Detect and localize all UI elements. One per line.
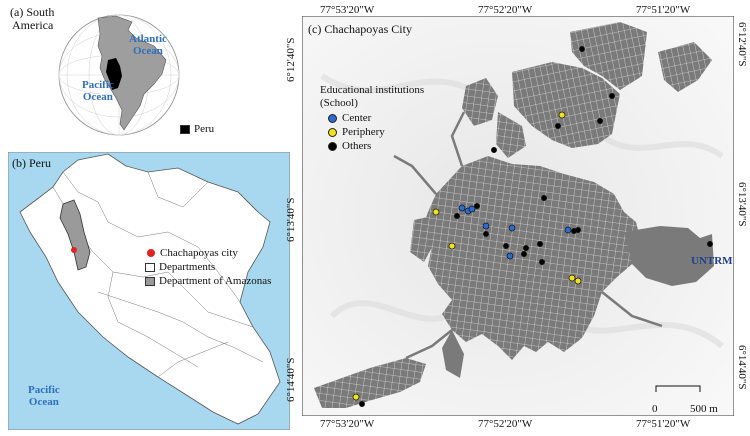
- panel-a-label-line2: America: [12, 18, 54, 32]
- coord-left-3: 6°14'40"S: [285, 357, 297, 403]
- legend-departments: Departments: [145, 260, 271, 274]
- coord-top-3: 77°51'20"W: [636, 4, 691, 16]
- coord-right-1: 6°12'40"S: [736, 22, 748, 67]
- untrm-label: UNTRM: [691, 255, 733, 267]
- coord-bottom-2: 77°52'20"W: [478, 418, 533, 430]
- school-point: [523, 245, 529, 251]
- school-point: [448, 242, 456, 250]
- atlantic-ocean-label: Atlantic Ocean: [129, 33, 167, 57]
- legend-center-label: Center: [342, 112, 372, 124]
- peru-shape: [106, 58, 122, 90]
- coord-left-1: 6°12'40"S: [285, 37, 297, 83]
- coord-top-2: 77°52'20"W: [478, 4, 533, 16]
- scale-start-label: 0: [652, 403, 658, 415]
- legend-departments-label: Departments: [159, 261, 216, 273]
- globe-map: [58, 14, 180, 136]
- coord-right-3: 6°14'40"S: [736, 345, 748, 390]
- school-point: [506, 252, 514, 260]
- school-point: [539, 259, 545, 265]
- panel-a-label: (a) South America: [10, 6, 54, 32]
- peru-swatch: [180, 124, 190, 134]
- school-point: [609, 93, 615, 99]
- pacific-b-line2: Ocean: [28, 396, 59, 408]
- school-point: [359, 401, 365, 407]
- school-point: [491, 147, 497, 153]
- school-point: [579, 46, 585, 52]
- pacific-ocean-label-b: Pacific Ocean: [28, 384, 60, 408]
- school-point: [575, 227, 581, 233]
- atlantic-line2: Ocean: [132, 45, 163, 57]
- pacific-a-line1: Pacific: [82, 79, 114, 91]
- school-points: [352, 46, 713, 407]
- pacific-ocean-label-a: Pacific Ocean: [82, 79, 114, 103]
- coord-left-2: 6°13'40"S: [285, 197, 297, 243]
- periphery-dot: [328, 127, 337, 137]
- school-point: [482, 222, 490, 230]
- pacific-b-line1: Pacific: [28, 384, 60, 396]
- school-point: [458, 204, 466, 212]
- panel-b-label: (b) Peru: [12, 156, 51, 170]
- legend-others: Others: [320, 139, 424, 153]
- coord-bottom-3: 77°51'20"W: [636, 418, 691, 430]
- scale-end-label: 500 m: [690, 403, 718, 415]
- legend-title-line1: Educational institutions: [320, 84, 425, 96]
- amazonas-swatch: [145, 276, 155, 286]
- school-point: [707, 241, 713, 247]
- school-point: [597, 118, 603, 124]
- atlantic-line1: Atlantic: [129, 33, 167, 45]
- school-point: [454, 213, 460, 219]
- coord-bottom-1: 77°53'20"W: [320, 418, 375, 430]
- legend-center: Center: [320, 111, 424, 125]
- scale-bar: [655, 385, 701, 392]
- others-dot: [328, 141, 337, 151]
- school-point: [508, 224, 516, 232]
- panel-c-legend: Educational institutions (School) Center…: [320, 84, 424, 153]
- legend-city: Chachapoyas city: [145, 246, 271, 260]
- legend-periphery-label: Periphery: [342, 126, 385, 138]
- school-point: [432, 208, 440, 216]
- legend-amazonas: Department of Amazonas: [145, 274, 271, 288]
- legend-others-label: Others: [342, 140, 372, 152]
- legend-title-line2: (School): [320, 97, 358, 109]
- peru-map: [8, 152, 290, 430]
- school-point: [352, 393, 360, 401]
- school-point: [568, 274, 576, 282]
- legend-title: Educational institutions (School): [320, 84, 424, 110]
- legend-amazonas-label: Department of Amazonas: [159, 275, 272, 287]
- pacific-a-line2: Ocean: [82, 91, 113, 103]
- school-point: [521, 251, 527, 257]
- center-dot: [328, 113, 337, 123]
- school-point: [541, 195, 547, 201]
- school-point: [468, 205, 476, 213]
- school-point: [537, 241, 543, 247]
- panel-c-label: (c) Chachapoyas City: [308, 22, 412, 36]
- panel-b-legend: Chachapoyas city Departments Department …: [145, 246, 271, 288]
- legend-city-label: Chachapoyas city: [160, 247, 238, 259]
- school-point: [474, 203, 480, 209]
- chachapoyas-marker: [71, 247, 77, 253]
- school-point: [555, 123, 561, 129]
- school-point: [558, 111, 566, 119]
- school-point: [503, 243, 509, 249]
- school-point: [574, 277, 582, 285]
- city-dot: [147, 249, 155, 257]
- amazonas-shape: [59, 199, 91, 271]
- city-map: [302, 16, 734, 416]
- school-point: [483, 231, 489, 237]
- coord-right-2: 6°13'40"S: [736, 182, 748, 227]
- coord-top-1: 77°53'20"W: [320, 4, 375, 16]
- legend-peru: Peru: [180, 122, 214, 136]
- legend-peru-label: Peru: [194, 123, 215, 135]
- departments-swatch: [145, 262, 155, 272]
- panel-a-label-line1: (a) South: [10, 5, 55, 19]
- school-point: [564, 226, 572, 234]
- legend-periphery: Periphery: [320, 125, 424, 139]
